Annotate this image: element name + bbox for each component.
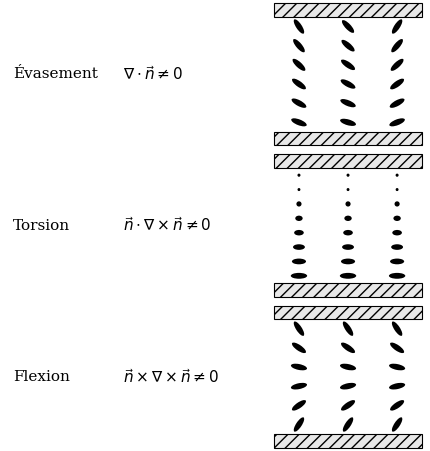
- Ellipse shape: [345, 201, 350, 207]
- Ellipse shape: [342, 417, 353, 432]
- Ellipse shape: [346, 174, 349, 177]
- Text: $\vec{n} \cdot \nabla \times \vec{n} \neq 0$: $\vec{n} \cdot \nabla \times \vec{n} \ne…: [123, 216, 211, 235]
- Ellipse shape: [388, 118, 404, 126]
- Ellipse shape: [389, 78, 403, 89]
- Ellipse shape: [339, 119, 355, 126]
- Ellipse shape: [388, 273, 404, 279]
- Ellipse shape: [293, 230, 303, 235]
- Ellipse shape: [393, 216, 400, 221]
- Ellipse shape: [296, 201, 301, 207]
- Ellipse shape: [290, 383, 306, 390]
- Ellipse shape: [389, 400, 403, 410]
- Ellipse shape: [291, 258, 305, 264]
- Ellipse shape: [391, 417, 401, 432]
- Ellipse shape: [293, 19, 304, 34]
- Text: Flexion: Flexion: [13, 369, 70, 384]
- Text: $\nabla \cdot \vec{n} \neq 0$: $\nabla \cdot \vec{n} \neq 0$: [123, 65, 182, 83]
- Bar: [273, 3, 421, 17]
- Bar: [273, 154, 421, 168]
- Ellipse shape: [341, 20, 353, 33]
- Ellipse shape: [293, 322, 304, 336]
- Ellipse shape: [339, 273, 356, 279]
- Ellipse shape: [291, 98, 306, 108]
- Ellipse shape: [292, 59, 305, 71]
- Ellipse shape: [391, 230, 401, 235]
- Ellipse shape: [388, 383, 404, 390]
- Ellipse shape: [290, 364, 306, 370]
- Ellipse shape: [341, 40, 354, 51]
- Ellipse shape: [292, 244, 304, 250]
- Bar: [273, 132, 421, 145]
- Ellipse shape: [291, 118, 306, 126]
- Ellipse shape: [389, 343, 403, 353]
- Ellipse shape: [297, 188, 300, 191]
- Ellipse shape: [342, 322, 353, 336]
- Ellipse shape: [291, 78, 305, 89]
- Ellipse shape: [388, 364, 404, 370]
- Ellipse shape: [293, 417, 304, 432]
- Ellipse shape: [395, 188, 398, 191]
- Ellipse shape: [292, 39, 304, 52]
- Ellipse shape: [291, 343, 305, 353]
- Ellipse shape: [340, 79, 355, 89]
- Ellipse shape: [340, 60, 354, 70]
- Ellipse shape: [393, 201, 399, 207]
- Ellipse shape: [389, 98, 404, 108]
- Ellipse shape: [340, 258, 354, 264]
- Ellipse shape: [390, 39, 402, 52]
- Ellipse shape: [391, 19, 401, 34]
- Ellipse shape: [342, 230, 352, 235]
- Ellipse shape: [339, 383, 355, 390]
- Ellipse shape: [395, 174, 398, 177]
- Ellipse shape: [390, 59, 402, 71]
- Bar: [273, 434, 421, 447]
- Ellipse shape: [390, 244, 402, 250]
- Text: $\vec{n} \times \nabla \times \vec{n} \neq 0$: $\vec{n} \times \nabla \times \vec{n} \n…: [123, 368, 218, 386]
- Ellipse shape: [341, 244, 353, 250]
- Ellipse shape: [340, 400, 354, 410]
- Ellipse shape: [297, 174, 300, 177]
- Ellipse shape: [295, 216, 302, 221]
- Ellipse shape: [339, 364, 355, 370]
- Ellipse shape: [344, 216, 351, 221]
- Text: Évasement: Évasement: [13, 67, 98, 82]
- Text: Torsion: Torsion: [13, 218, 70, 233]
- Ellipse shape: [391, 322, 401, 336]
- Ellipse shape: [346, 188, 349, 191]
- Bar: [273, 283, 421, 297]
- Ellipse shape: [290, 273, 307, 279]
- Ellipse shape: [291, 400, 305, 410]
- Bar: [273, 306, 421, 319]
- Ellipse shape: [340, 343, 354, 353]
- Ellipse shape: [389, 258, 403, 264]
- Ellipse shape: [340, 99, 355, 107]
